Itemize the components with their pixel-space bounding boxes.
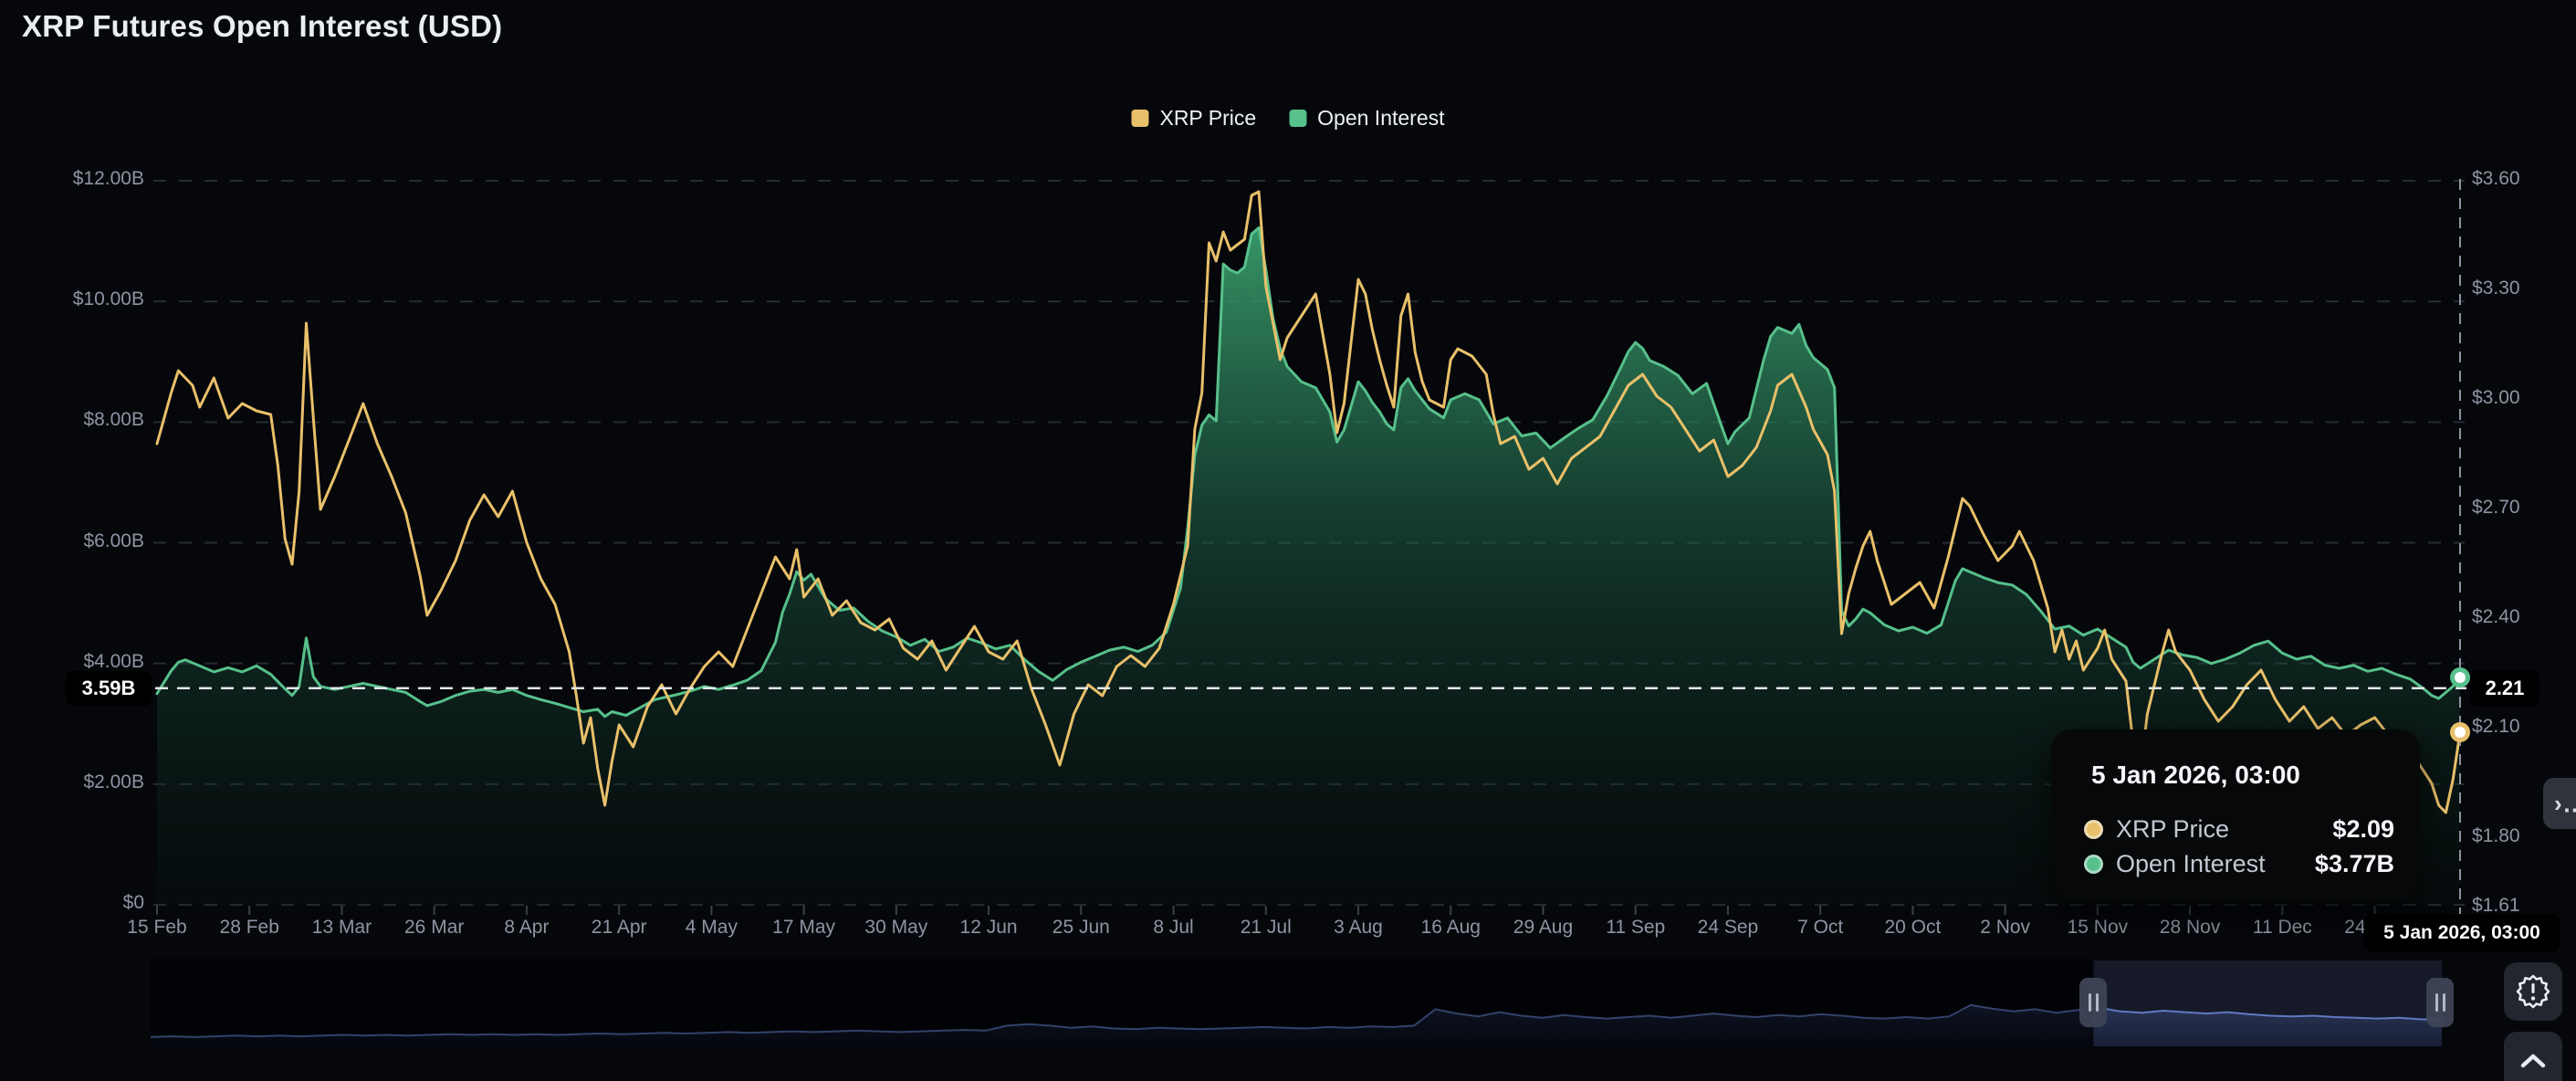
x-axis-label: 28 Feb bbox=[219, 917, 279, 938]
x-axis-label: 11 Dec bbox=[2252, 917, 2312, 938]
x-axis-label: 4 May bbox=[685, 917, 738, 938]
x-axis-label: 28 Nov bbox=[2159, 917, 2221, 938]
right-axis-label: $2.40 bbox=[2472, 606, 2520, 627]
right-axis-label: $1.80 bbox=[2472, 825, 2520, 846]
right-axis-label: $1.61 bbox=[2472, 895, 2520, 916]
crosshair-oi-badge: 3.59B bbox=[66, 670, 152, 706]
x-axis-label: 21 Jul bbox=[1240, 917, 1292, 938]
x-axis-label: 21 Apr bbox=[591, 917, 647, 938]
crosshair-date-badge: 5 Jan 2026, 03:00 bbox=[2364, 914, 2560, 952]
tooltip-value-open-interest: $3.77B bbox=[2314, 850, 2394, 877]
left-axis-label: $4.00B bbox=[83, 650, 144, 672]
open-interest-swatch-icon bbox=[1289, 110, 1307, 127]
left-axis-label: $2.00B bbox=[83, 771, 144, 792]
right-axis-label: $3.30 bbox=[2472, 278, 2520, 299]
right-axis-label: $3.00 bbox=[2472, 387, 2520, 408]
right-axis-label: $2.70 bbox=[2472, 497, 2520, 518]
x-axis-label: 24 Sep bbox=[1697, 917, 1759, 938]
x-axis-label: 29 Aug bbox=[1513, 917, 1574, 938]
x-axis-label: 17 May bbox=[772, 917, 836, 938]
chevrons-icon: ›‥ bbox=[2554, 789, 2576, 817]
x-axis-label: 3 Aug bbox=[1334, 917, 1383, 938]
x-axis-label: 25 Jun bbox=[1052, 917, 1110, 938]
crosshair-price-badge: 2.21 bbox=[2470, 669, 2539, 707]
tooltip-row-open-interest: Open Interest $3.77B bbox=[2084, 850, 2394, 878]
right-axis-label: $2.10 bbox=[2472, 716, 2520, 737]
left-axis-label: $6.00B bbox=[83, 530, 144, 551]
chart-navigator[interactable] bbox=[0, 959, 2576, 1081]
open-interest-dot-icon bbox=[2084, 855, 2103, 874]
left-axis-label: $12.00B bbox=[72, 168, 144, 189]
scroll-to-top-button[interactable] bbox=[2504, 1032, 2562, 1081]
chevron-up-icon bbox=[2520, 1054, 2546, 1068]
left-axis-label: $0 bbox=[122, 892, 144, 913]
legend: XRP Price Open Interest bbox=[1131, 106, 1445, 131]
x-axis-label: 11 Sep bbox=[1606, 917, 1666, 938]
navigator-left-handle[interactable] bbox=[2079, 978, 2108, 1027]
x-axis-label: 20 Oct bbox=[1884, 917, 1942, 938]
seal-exclamation-icon bbox=[2516, 974, 2550, 1009]
xrp-price-last-point-marker bbox=[2450, 722, 2470, 742]
tooltip-label-open-interest: Open Interest bbox=[2116, 850, 2266, 877]
open-interest-last-point-marker bbox=[2450, 666, 2470, 687]
xrp-price-dot-icon bbox=[2084, 820, 2103, 839]
chart-tooltip: 5 Jan 2026, 03:00 XRP Price $2.09 Open I… bbox=[2051, 729, 2420, 901]
navigator-right-handle[interactable] bbox=[2426, 978, 2454, 1027]
x-axis-label: 16 Aug bbox=[1420, 917, 1481, 938]
x-axis-label: 8 Jul bbox=[1153, 917, 1194, 938]
x-axis-label: 15 Feb bbox=[127, 917, 187, 938]
x-axis-label: 13 Mar bbox=[311, 917, 372, 938]
xrp-price-swatch-icon bbox=[1131, 110, 1149, 127]
x-axis-label: 7 Oct bbox=[1797, 917, 1844, 938]
x-axis-label: 12 Jun bbox=[959, 917, 1018, 938]
x-axis-label: 2 Nov bbox=[1980, 917, 2031, 938]
tooltip-label-xrp-price: XRP Price bbox=[2116, 815, 2230, 843]
x-axis-label: 8 Apr bbox=[504, 917, 550, 938]
left-axis-label: $10.00B bbox=[72, 289, 144, 310]
tooltip-date: 5 Jan 2026, 03:00 bbox=[2091, 761, 2300, 789]
left-axis-label: $8.00B bbox=[83, 409, 144, 431]
x-axis-label: 26 Mar bbox=[404, 917, 465, 938]
right-axis-label: $3.60 bbox=[2472, 168, 2520, 189]
x-axis-label: 15 Nov bbox=[2067, 917, 2129, 938]
page-title: XRP Futures Open Interest (USD) bbox=[22, 9, 503, 43]
collapse-panel-button[interactable]: ›‥ bbox=[2543, 778, 2576, 829]
legend-label-open-interest: Open Interest bbox=[1317, 106, 1445, 130]
legend-item-open-interest[interactable]: Open Interest bbox=[1289, 106, 1445, 131]
x-axis-label: 30 May bbox=[864, 917, 928, 938]
legend-label-xrp-price: XRP Price bbox=[1159, 106, 1257, 130]
tooltip-row-xrp-price: XRP Price $2.09 bbox=[2084, 815, 2394, 844]
tooltip-value-xrp-price: $2.09 bbox=[2332, 815, 2394, 843]
alerts-button[interactable] bbox=[2504, 962, 2562, 1021]
legend-item-xrp-price[interactable]: XRP Price bbox=[1131, 106, 1256, 131]
